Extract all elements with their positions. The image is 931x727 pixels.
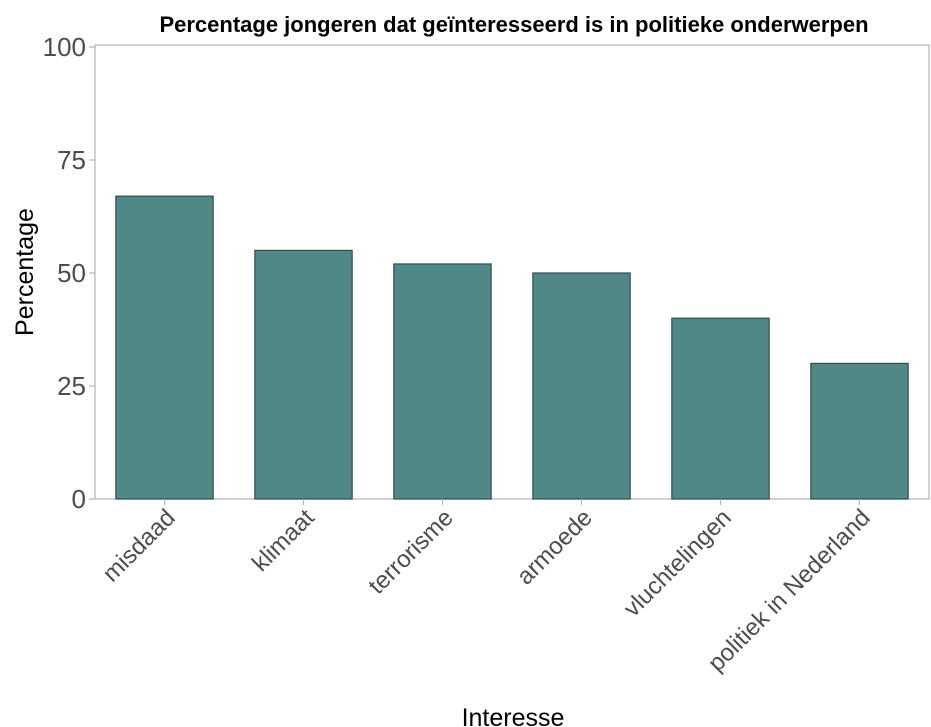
y-tick-label: 100	[43, 32, 86, 62]
chart-title: Percentage jongeren dat geïnteresseerd i…	[159, 12, 868, 37]
x-tick-label: terrorisme	[363, 504, 458, 599]
y-axis: 0 25 50 75 100	[43, 32, 95, 514]
x-axis: misdaad klimaat terrorisme armoede vluchteli…	[98, 499, 876, 677]
bar-armoede	[532, 272, 631, 500]
y-axis-label: Percentage	[11, 208, 39, 336]
plot-panel	[94, 44, 930, 500]
y-tick-label: 25	[57, 371, 86, 401]
x-tick-label: vluchtelingen	[619, 504, 737, 622]
y-tick-label: 50	[57, 258, 86, 288]
x-tick-label: armoede	[512, 504, 598, 590]
bar-misdaad	[115, 195, 214, 500]
x-axis-label: Interesse	[462, 704, 565, 727]
bars	[115, 195, 909, 500]
x-tick-label: misdaad	[98, 504, 181, 587]
y-tick-label: 0	[72, 484, 86, 514]
bar-klimaat	[254, 249, 353, 500]
bar-vluchtelingen	[671, 317, 770, 500]
bar-politiek-in-Nederland	[810, 362, 909, 500]
bar-terrorisme	[393, 263, 492, 500]
y-tick-label: 75	[57, 145, 86, 175]
x-tick-label: klimaat	[247, 504, 320, 577]
